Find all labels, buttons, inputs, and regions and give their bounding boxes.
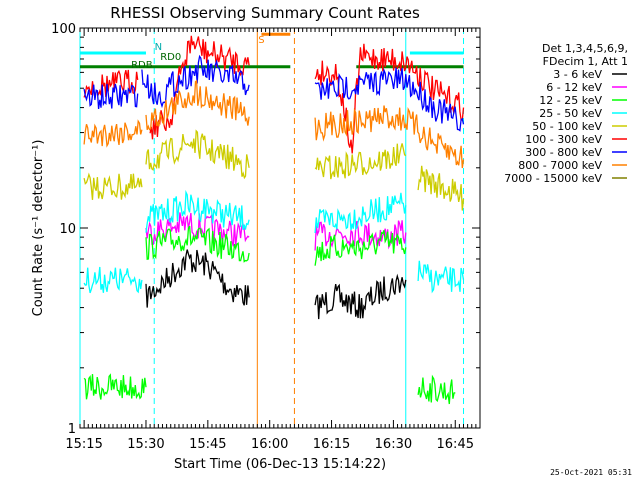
series-line-50-100-kev	[83, 172, 143, 200]
series-3-6-kev	[145, 249, 407, 320]
chart-title: RHESSI Observing Summary Count Rates	[110, 4, 420, 22]
series-50-100-kev	[83, 129, 465, 211]
legend-label-300-800-kev: 300 - 800 keV	[525, 146, 602, 159]
series-line-50-100-kev	[145, 129, 250, 180]
x-axis-label: Start Time (06-Dec-13 15:14:22)	[174, 457, 386, 472]
series-12-25-kev	[83, 225, 456, 405]
series-25-50-kev	[83, 189, 465, 294]
annotation-rd0: RD0	[160, 52, 181, 63]
series-line-25-50-kev	[83, 266, 143, 294]
legend-header: Det 1,3,4,5,6,9,	[542, 42, 628, 55]
legend-label-800-7000-kev: 800 - 7000 keV	[518, 159, 602, 172]
annotation-n: N	[155, 42, 162, 53]
series-line-12-25-kev	[417, 374, 456, 405]
legend-label-7000-15000-kev: 7000 - 15000 keV	[504, 172, 602, 185]
series-line-12-25-kev	[83, 373, 147, 400]
series-line-25-50-kev	[314, 192, 407, 234]
legend-label-6-12-kev: 6 - 12 keV	[546, 81, 602, 94]
y-tick-label: 10	[59, 222, 76, 237]
vertical-markers	[79, 28, 465, 428]
series-line-25-50-kev	[417, 260, 465, 294]
series-line-800-7000-kev	[83, 119, 143, 148]
series-line-50-100-kev	[417, 165, 465, 211]
annotation-s: S	[258, 35, 264, 46]
x-tick-label: 15:15	[65, 437, 102, 452]
annotation-rdb: RDB	[131, 60, 153, 71]
legend-header: FDecim 1, Att 1	[543, 55, 628, 68]
legend-label-100-300-kev: 100 - 300 keV	[525, 133, 602, 146]
series-line-100-300-kev	[149, 35, 250, 140]
series-line-3-6-kev	[145, 249, 250, 308]
x-tick-label: 16:45	[437, 437, 474, 452]
series-layer	[83, 35, 465, 405]
series-line-300-800-kev	[141, 54, 250, 109]
x-tick-label: 15:45	[189, 437, 226, 452]
x-tick-label: 16:00	[251, 437, 288, 452]
legend: Det 1,3,4,5,6,9,FDecim 1, Att 13 - 6 keV…	[504, 42, 628, 185]
series-line-12-25-kev	[314, 230, 407, 266]
y-axis: 1 10 100	[51, 22, 480, 437]
legend-label-3-6-kev: 3 - 6 keV	[553, 68, 602, 81]
series-line-300-800-kev	[314, 67, 465, 132]
series-line-12-25-kev	[145, 225, 250, 263]
x-tick-label: 16:30	[375, 437, 412, 452]
series-line-800-7000-kev	[314, 105, 465, 169]
x-axis: 15:15 15:30 15:45 16:00 16:15 16:30 16:45	[65, 28, 481, 452]
series-line-25-50-kev	[145, 189, 250, 233]
x-tick-label: 16:15	[313, 437, 350, 452]
x-tick-label: 15:30	[127, 437, 164, 452]
legend-label-50-100-kev: 50 - 100 keV	[532, 120, 602, 133]
series-line-800-7000-kev	[145, 79, 250, 131]
legend-label-25-50-kev: 25 - 50 keV	[539, 107, 602, 120]
series-line-50-100-kev	[314, 143, 407, 180]
y-axis-label: Count Rate (s⁻¹ detector⁻¹)	[31, 140, 46, 317]
series-line-300-800-kev	[83, 83, 139, 109]
legend-label-12-25-kev: 12 - 25 keV	[539, 94, 602, 107]
series-line-3-6-kev	[314, 273, 407, 320]
series-line-100-300-kev	[314, 43, 465, 154]
series-300-800-kev	[83, 54, 465, 132]
y-tick-label: 1	[68, 422, 76, 437]
series-800-7000-kev	[83, 79, 465, 169]
y-tick-label: 100	[51, 22, 76, 37]
footer-timestamp: 25-Oct-2021 05:31	[550, 468, 632, 477]
